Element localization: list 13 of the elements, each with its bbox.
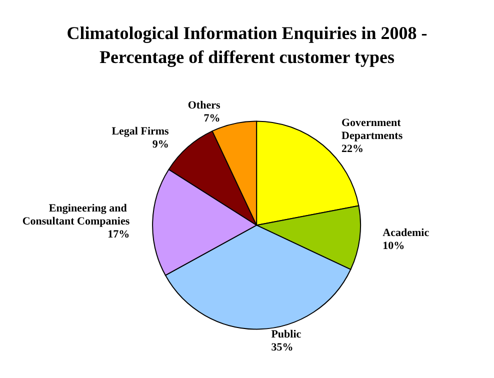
slice-label: Public (271, 328, 302, 341)
data-label: 35% (271, 342, 294, 354)
data-label: 10% (382, 240, 405, 252)
data-label: 9% (152, 138, 169, 151)
slice-label: Others (188, 99, 221, 112)
chart-title: Climatological Information Enquiries in 2008 - Percentage of different customer types (66, 23, 428, 67)
data-label: 22% (342, 142, 364, 155)
data-label: 7% (204, 112, 220, 124)
slice-label: Legal Firms (112, 126, 170, 138)
slice-label: Government Departments (342, 116, 404, 142)
slice-label: Academic (382, 227, 430, 240)
data-label: 17% (108, 228, 130, 241)
slice-label: Engineering and Consultant Companies (22, 202, 130, 228)
